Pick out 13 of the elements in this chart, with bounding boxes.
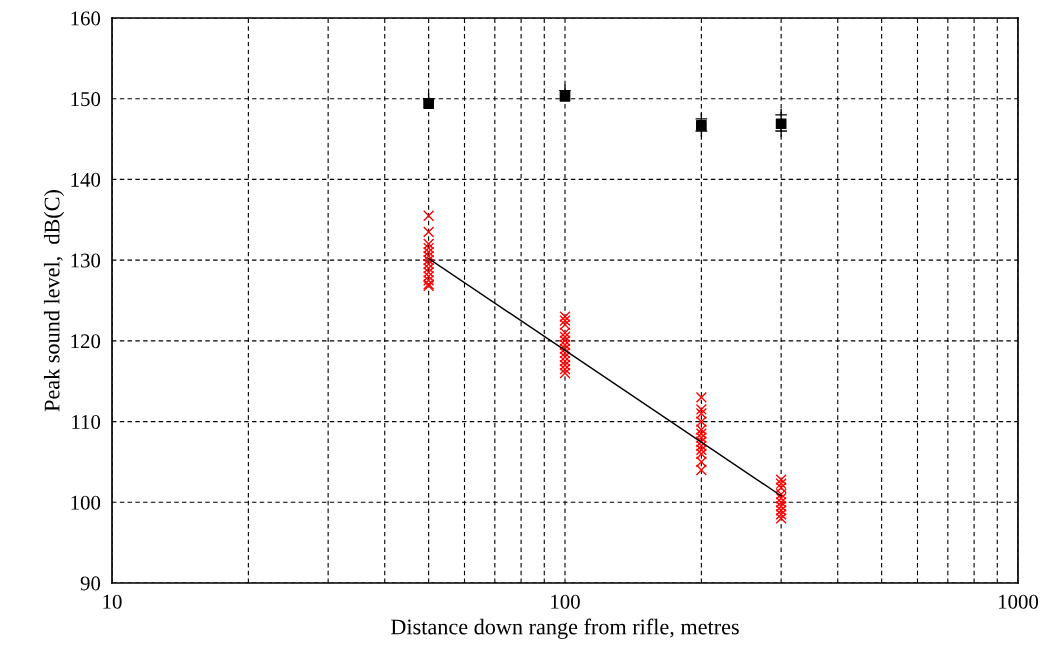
y-tick-label: 130 [71,253,101,268]
y-axis-title: Peak sound level, dB(C) [43,190,65,412]
y-tick-label: 120 [71,334,101,349]
y-tick-label: 140 [71,172,101,187]
x-tick-label: 100 [551,594,580,609]
x-tick-label: 10 [103,594,122,609]
x-axis-title: Distance down range from rifle, metres [391,618,739,639]
y-tick-label: 90 [80,576,101,591]
y-tick-label: 100 [71,495,101,510]
y-tick-label: 150 [71,92,101,107]
y-tick-label: 160 [71,11,101,26]
x-tick-label: 1000 [999,594,1039,609]
y-tick-label: 110 [72,414,101,429]
